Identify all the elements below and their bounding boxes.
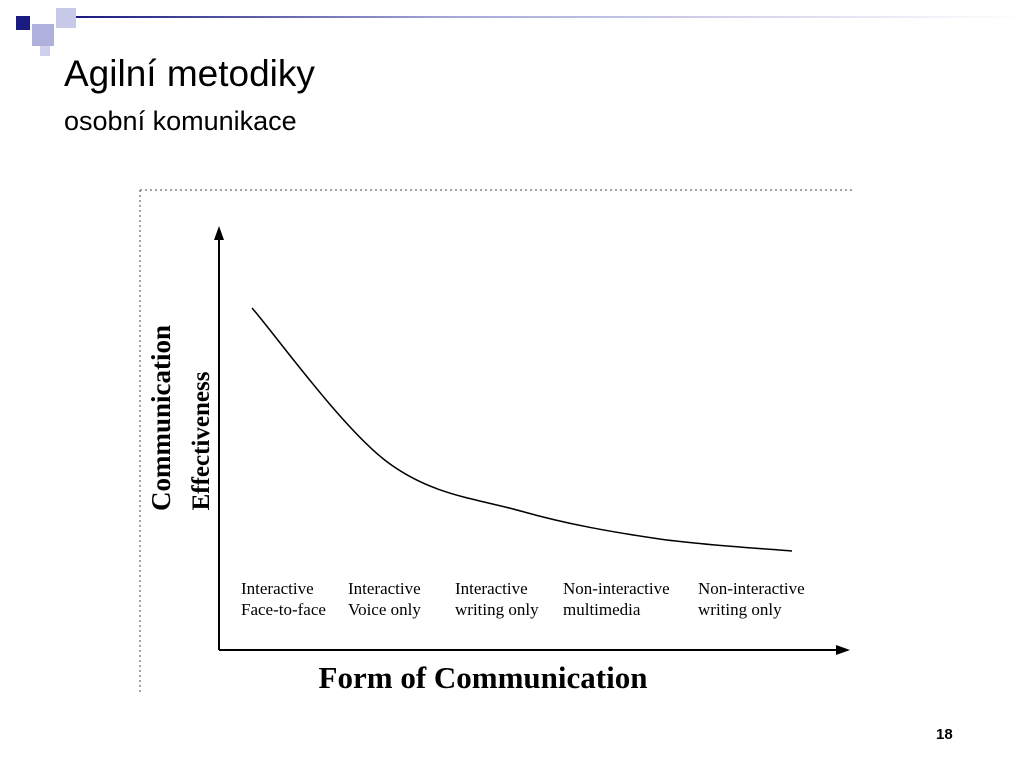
x-axis-arrow <box>836 645 850 655</box>
y-axis-arrow <box>214 226 224 240</box>
category-label-2a: Interactive <box>348 579 421 598</box>
y-axis-label-line-1: Communication <box>146 325 176 511</box>
y-axis-label-line-2: Effectiveness <box>188 371 215 510</box>
category-label-4a: Non-interactive <box>563 579 670 598</box>
decor-square-tiny <box>40 46 50 56</box>
series-group <box>251 307 793 552</box>
slide-subtitle: osobní komunikace <box>64 106 297 136</box>
decor-square-light <box>32 24 54 46</box>
page-number: 18 <box>936 726 953 743</box>
category-label-5b: writing only <box>698 600 782 619</box>
decor-square-dark <box>16 16 30 30</box>
series-line-1 <box>251 307 793 552</box>
x-axis-label: Form of Communication <box>319 660 648 695</box>
category-label-1a: Interactive <box>241 579 314 598</box>
category-labels: Interactive Face-to-face Interactive Voi… <box>241 579 805 619</box>
category-label-3a: Interactive <box>455 579 528 598</box>
category-label-5a: Non-interactive <box>698 579 805 598</box>
category-label-3b: writing only <box>455 600 539 619</box>
top-rule <box>76 16 1024 18</box>
slide-title: Agilní metodiky <box>64 53 315 94</box>
decor-square-light-small <box>56 8 76 28</box>
category-label-1b: Face-to-face <box>241 600 326 619</box>
category-label-2b: Voice only <box>348 600 421 619</box>
category-label-4b: multimedia <box>563 600 641 619</box>
